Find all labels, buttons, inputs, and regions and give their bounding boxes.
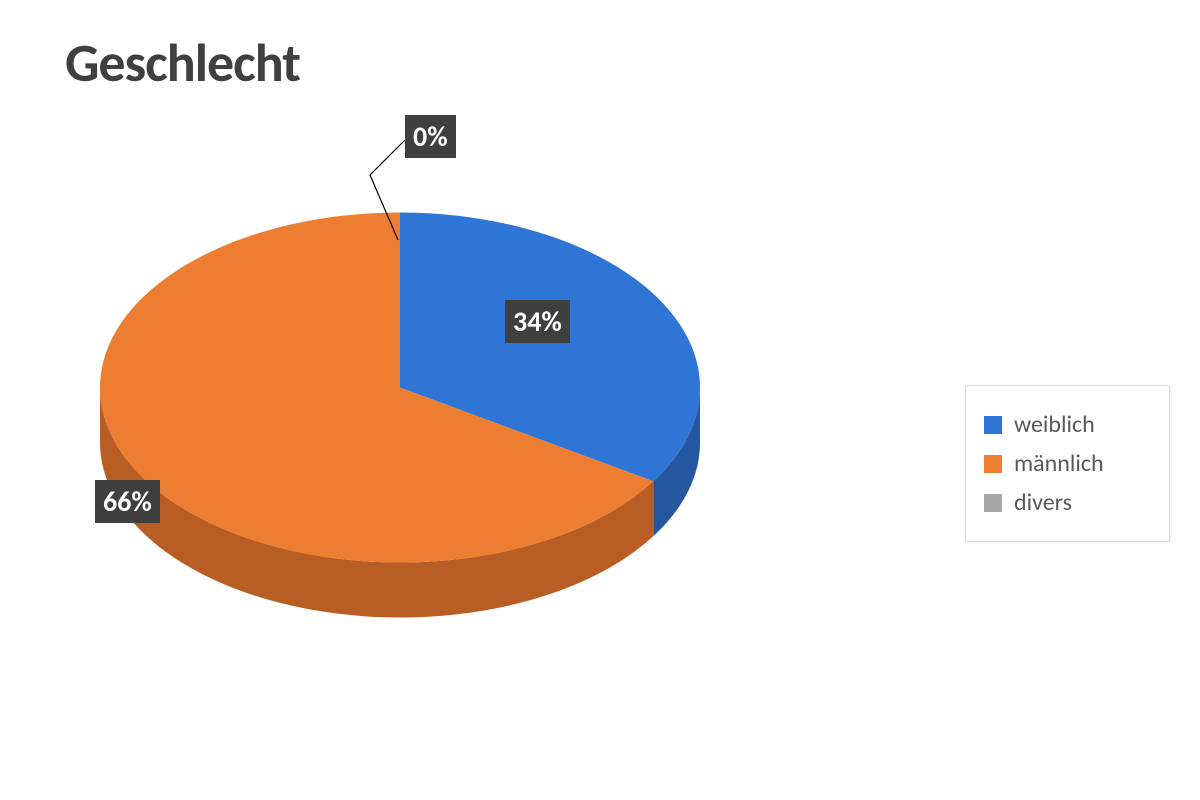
- legend-swatch: [984, 494, 1002, 512]
- legend-label: weiblich: [1014, 410, 1095, 439]
- pie-svg: [80, 165, 720, 665]
- legend-swatch: [984, 455, 1002, 473]
- legend-item: weiblich: [984, 410, 1151, 439]
- pie-chart: [80, 165, 720, 670]
- legend: weiblich männlich divers: [965, 385, 1170, 542]
- legend-swatch: [984, 416, 1002, 434]
- legend-item: divers: [984, 488, 1151, 517]
- data-label: 0%: [405, 115, 456, 158]
- legend-label: männlich: [1014, 449, 1104, 478]
- data-label-text: 0%: [413, 119, 448, 154]
- chart-title: Geschlecht: [65, 30, 300, 96]
- legend-label: divers: [1014, 488, 1072, 517]
- legend-item: männlich: [984, 449, 1151, 478]
